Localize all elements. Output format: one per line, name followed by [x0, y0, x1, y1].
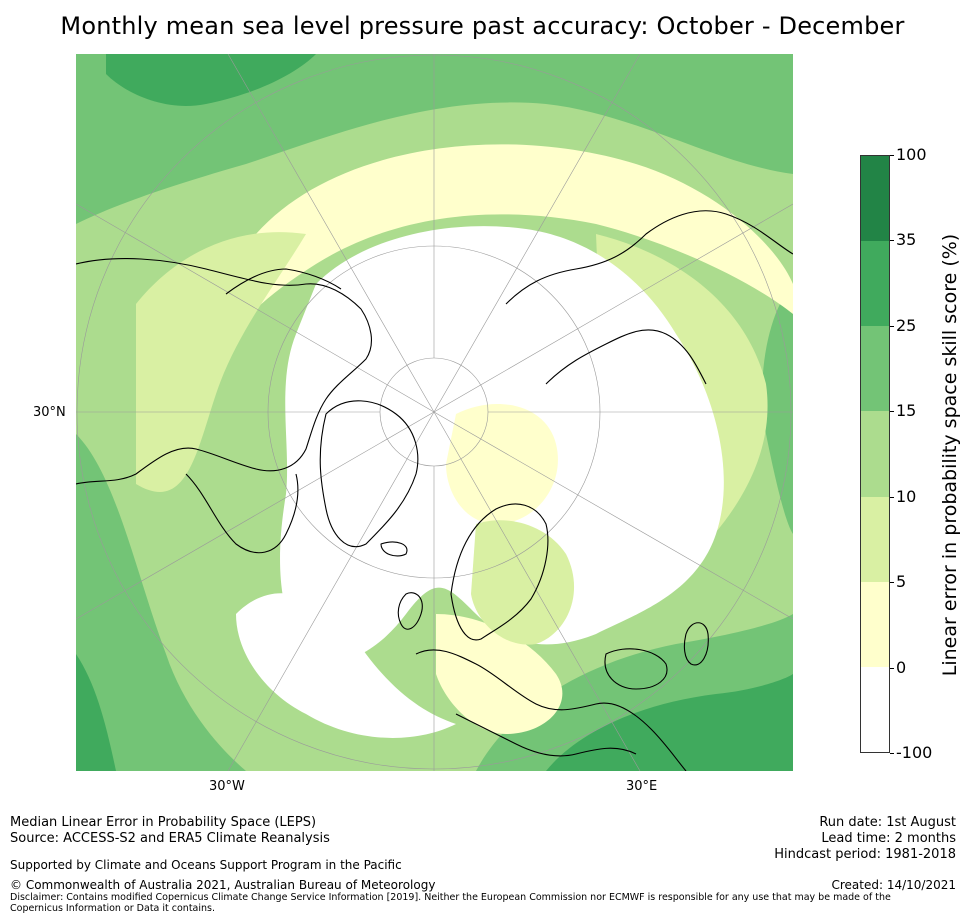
meridian-30e: [433, 411, 641, 771]
lat-label-30n: 30°N: [33, 405, 66, 420]
colorbar-segment: [861, 581, 889, 667]
meridian-60w: [76, 411, 435, 620]
colorbar-segment: [861, 241, 889, 327]
coastline-europe-mainland: [415, 649, 687, 771]
coastline-greenland: [319, 400, 419, 548]
colorbar-segment: [861, 496, 889, 582]
coastlines: [76, 210, 793, 771]
lon-label-30w: 30°W: [209, 779, 245, 794]
coastline-mediterranean: [455, 713, 637, 757]
region-yellow-north: [226, 144, 793, 344]
footer-run-date: Run date: 1st August: [819, 815, 956, 830]
region-green-scandinavia: [471, 520, 575, 645]
colorbar-tick-label: 15: [896, 401, 917, 421]
coastline-russia-arctic: [545, 329, 707, 385]
colorbar-tick-mark: [890, 411, 894, 413]
colorbar-segment: [861, 326, 889, 412]
footer-left: Median Linear Error in Probability Space…: [10, 815, 330, 847]
region-yellow-europe: [436, 614, 563, 734]
coastline-siberia: [505, 210, 793, 305]
coastline-north-america: [76, 258, 372, 485]
footer-leps-line: Median Linear Error in Probability Space…: [10, 815, 317, 830]
chart-title: Monthly mean sea level pressure past acc…: [60, 12, 905, 40]
footer-source-line: Source: ACCESS-S2 and ERA5 Climate Reana…: [10, 831, 330, 846]
colorbar-tick-label: 0: [896, 657, 907, 677]
footer-created: Created: 14/10/2021: [831, 878, 956, 892]
colorbar-tick-label: 35: [896, 230, 917, 250]
colorbar-tick-label: 100: [896, 145, 927, 164]
region-left-edge: [76, 434, 246, 771]
region-right-edge: [762, 284, 793, 534]
coastline-hudson-bay: [185, 473, 299, 554]
coastline-british-isles: [397, 592, 423, 630]
footer-disclaimer: Disclaimer: Contains modified Copernicus…: [10, 892, 891, 914]
meridian-30w: [227, 411, 435, 771]
meridian-120w: [76, 203, 435, 413]
polar-map: [76, 54, 793, 771]
colorbar-segment: [861, 666, 889, 752]
colorbar-tick-mark: [890, 582, 894, 584]
region-left-edge-dark: [76, 654, 116, 771]
region-darkest-top: [106, 54, 316, 106]
colorbar-tick-mark: [890, 240, 894, 242]
footer-copyright: © Commonwealth of Australia 2021, Austra…: [10, 878, 436, 892]
colorbar-tick-label: 10: [896, 486, 917, 506]
coastline-black-sea: [604, 648, 668, 690]
meridian-60e: [433, 411, 793, 620]
region-white-lower: [236, 593, 456, 738]
skill-score-map-svg: [76, 54, 793, 771]
footer-right: Run date: 1st August Lead time: 2 months…: [774, 815, 956, 863]
colorbar-tick-label: -100: [896, 743, 933, 762]
colorbar-tick-mark: [890, 667, 894, 669]
graticule: [76, 54, 793, 771]
colorbar-tick-mark: [890, 325, 894, 327]
coastline-alaska: [225, 268, 342, 295]
footer-supported: Supported by Climate and Oceans Support …: [10, 858, 402, 872]
colorbar-label: Linear error in probability space skill …: [939, 233, 961, 677]
colorbar-segment: [861, 156, 889, 242]
region-light-green-mid: [136, 232, 306, 492]
footer-lead-time: Lead time: 2 months: [821, 831, 956, 846]
coastline-caspian-sea: [683, 622, 709, 666]
coastline-scandinavia: [450, 503, 549, 641]
colorbar-segment: [861, 411, 889, 497]
coastline-iceland: [380, 541, 408, 557]
colorbar: [860, 155, 890, 753]
meridian-150e: [433, 54, 641, 413]
colorbar-tick-label: 5: [896, 572, 907, 592]
meridian-120e: [433, 203, 793, 413]
region-bottom-right-dark: [546, 674, 793, 771]
footer-hindcast: Hindcast period: 1981-2018: [774, 847, 956, 862]
colorbar-tick-label: 25: [896, 315, 917, 335]
region-yellow-patches: [446, 404, 558, 524]
colorbar-tick-mark: [890, 155, 894, 156]
meridian-150w: [227, 54, 435, 413]
region-dark-green-top: [76, 54, 793, 224]
colorbar-tick-mark: [890, 496, 894, 498]
lon-label-30e: 30°E: [626, 779, 658, 794]
colorbar-tick-mark: [890, 753, 894, 754]
